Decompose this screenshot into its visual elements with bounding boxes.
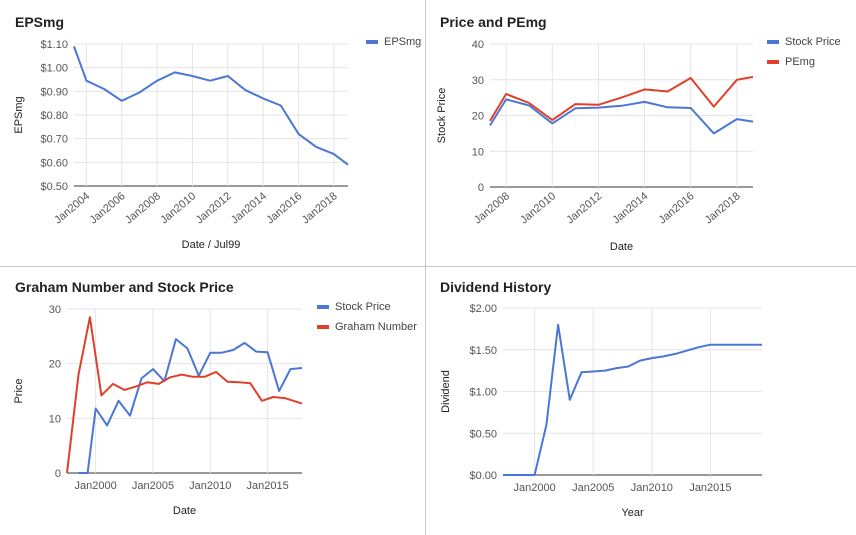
legend-swatch [366,40,378,44]
x-tick-label: Jan2005 [572,482,614,494]
y-tick-label: $0.00 [469,470,497,482]
y-axis-title: Dividend [440,370,452,413]
series-line-graham-number [66,316,303,474]
chart-svg-graham: Graham Number and Stock Price 30 20 10 0 Jan2… [13,279,417,517]
x-tick-label: Jan2012 [194,190,234,226]
legend-swatch [767,60,779,64]
chart-title: Price and PEmg [440,14,547,30]
x-tick-label: Jan2004 [52,190,92,226]
x-tick-label: Jan2018 [300,190,340,226]
chart-svg-epsmg: EPSmg $1.10 $1.00 $0.90 $0.80 $0.70 $0.60 $0.50… [13,14,421,251]
y-tick-label: 20 [49,359,61,371]
x-tick-label: Jan2006 [88,190,128,226]
y-tick-label: $1.00 [469,387,497,399]
y-tick-label: 20 [472,111,484,123]
series-line-pemg [489,75,754,122]
y-tick-label: $0.50 [40,181,68,193]
y-tick-label: 0 [478,182,484,194]
y-axis-title: Price [13,378,25,403]
legend-swatch [317,325,329,329]
y-tick-label: 30 [49,304,61,316]
chart-panel-graham: Graham Number and Stock Price 30 20 10 0 Jan2… [0,268,424,535]
x-tick-label: Jan2010 [631,482,673,494]
chart-title: EPSmg [15,14,64,30]
x-tick-label: Jan2016 [657,190,697,226]
y-axis-title: Stock Price [436,88,448,144]
y-tick-label: 30 [472,75,484,87]
divider-vertical [425,0,426,535]
legend-label: Stock Price [785,36,841,48]
x-axis-title: Date [610,241,633,253]
y-tick-label: 10 [472,146,484,158]
legend-swatch [767,40,779,44]
chart-panel-dividend: Dividend History $2.00 $1.50 $1.00 $0.50 $0.0… [427,268,856,535]
x-tick-label: Jan2016 [264,190,304,226]
x-tick-label: Jan2000 [514,482,556,494]
y-tick-label: $0.50 [469,428,497,440]
series-line-epsmg [73,46,349,166]
chart-svg-dividend: Dividend History $2.00 $1.50 $1.00 $0.50 $0.0… [440,279,762,519]
y-tick-label: $1.00 [40,63,68,75]
chart-title: Graham Number and Stock Price [15,279,234,295]
legend-label: EPSmg [384,36,421,48]
series-line-series-0 [503,323,762,476]
chart-title: Dividend History [440,279,551,295]
legend-label: PEmg [785,56,815,68]
chart-panel-price-pemg: Price and PEmg 40 30 20 10 0 Jan2008 Jan2010 Jan… [427,0,856,266]
x-tick-label: Jan2014 [610,190,650,226]
y-tick-label: $2.00 [469,303,497,315]
legend-label: Graham Number [335,321,417,333]
y-tick-label: $0.60 [40,157,68,169]
y-tick-label: 40 [472,39,484,51]
x-tick-label: Jan2010 [518,190,558,226]
x-tick-label: Jan2012 [564,190,604,226]
x-tick-label: Jan2015 [247,480,289,492]
x-tick-label: Jan2018 [703,190,743,226]
y-tick-label: 10 [49,413,61,425]
chart-panel-epsmg: EPSmg $1.10 $1.00 $0.90 $0.80 $0.70 $0.60 $0.50… [0,0,424,266]
x-tick-label: Jan2014 [229,190,269,226]
x-axis-title: Date [173,505,196,517]
legend-label: Stock Price [335,301,391,313]
legend-swatch [317,305,329,309]
x-tick-label: Jan2005 [132,480,174,492]
y-tick-label: $1.50 [469,345,497,357]
y-tick-label: $1.10 [40,39,68,51]
x-axis-title: Year [621,507,644,519]
x-tick-label: Jan2000 [75,480,117,492]
series-line-stock-price [489,98,754,135]
x-tick-label: Jan2015 [689,482,731,494]
x-tick-label: Jan2010 [158,190,198,226]
divider-horizontal [0,266,856,267]
x-tick-label: Jan2008 [472,190,512,226]
y-tick-label: $0.70 [40,134,68,146]
y-axis-title: EPSmg [13,96,25,133]
y-tick-label: $0.80 [40,110,68,122]
y-tick-label: 0 [55,468,61,480]
series-line-stock-price [78,338,303,474]
y-tick-label: $0.90 [40,86,68,98]
x-axis-title: Date / Jul99 [182,239,241,251]
x-tick-label: Jan2010 [189,480,231,492]
x-tick-label: Jan2008 [123,190,163,226]
